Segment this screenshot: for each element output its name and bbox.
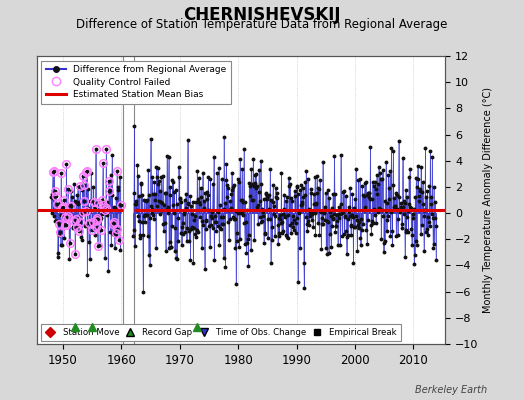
Text: Difference of Station Temperature Data from Regional Average: Difference of Station Temperature Data f… bbox=[77, 18, 447, 31]
Text: Berkeley Earth: Berkeley Earth bbox=[415, 385, 487, 395]
Y-axis label: Monthly Temperature Anomaly Difference (°C): Monthly Temperature Anomaly Difference (… bbox=[483, 87, 493, 313]
Legend: Station Move, Record Gap, Time of Obs. Change, Empirical Break: Station Move, Record Gap, Time of Obs. C… bbox=[41, 324, 401, 341]
Text: CHERNISHEVSKIJ: CHERNISHEVSKIJ bbox=[183, 6, 341, 24]
